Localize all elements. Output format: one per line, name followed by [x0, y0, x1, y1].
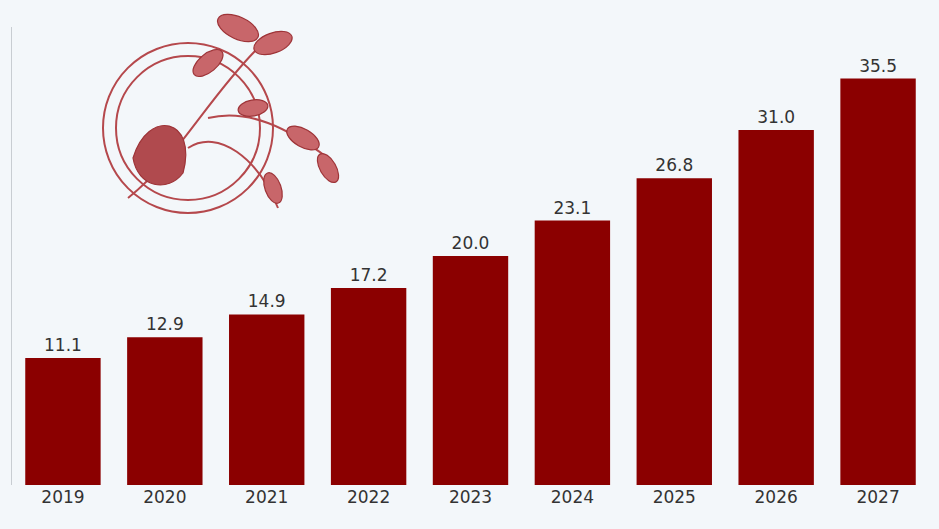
svg-text:20.0: 20.0 [452, 233, 490, 253]
svg-text:26.8: 26.8 [655, 155, 693, 175]
svg-text:14.9: 14.9 [248, 291, 286, 311]
svg-text:2025: 2025 [653, 487, 696, 507]
svg-text:2020: 2020 [143, 487, 186, 507]
svg-text:2024: 2024 [551, 487, 594, 507]
svg-text:12.9: 12.9 [146, 314, 184, 334]
svg-text:31.0: 31.0 [757, 107, 795, 127]
svg-text:2019: 2019 [41, 487, 84, 507]
svg-text:2027: 2027 [856, 487, 899, 507]
svg-text:11.1: 11.1 [44, 335, 82, 355]
svg-text:23.1: 23.1 [553, 198, 591, 218]
svg-text:2023: 2023 [449, 487, 492, 507]
svg-text:2021: 2021 [245, 487, 288, 507]
svg-text:2026: 2026 [755, 487, 798, 507]
svg-text:17.2: 17.2 [350, 265, 388, 285]
svg-text:2022: 2022 [347, 487, 390, 507]
svg-text:35.5: 35.5 [859, 56, 897, 76]
